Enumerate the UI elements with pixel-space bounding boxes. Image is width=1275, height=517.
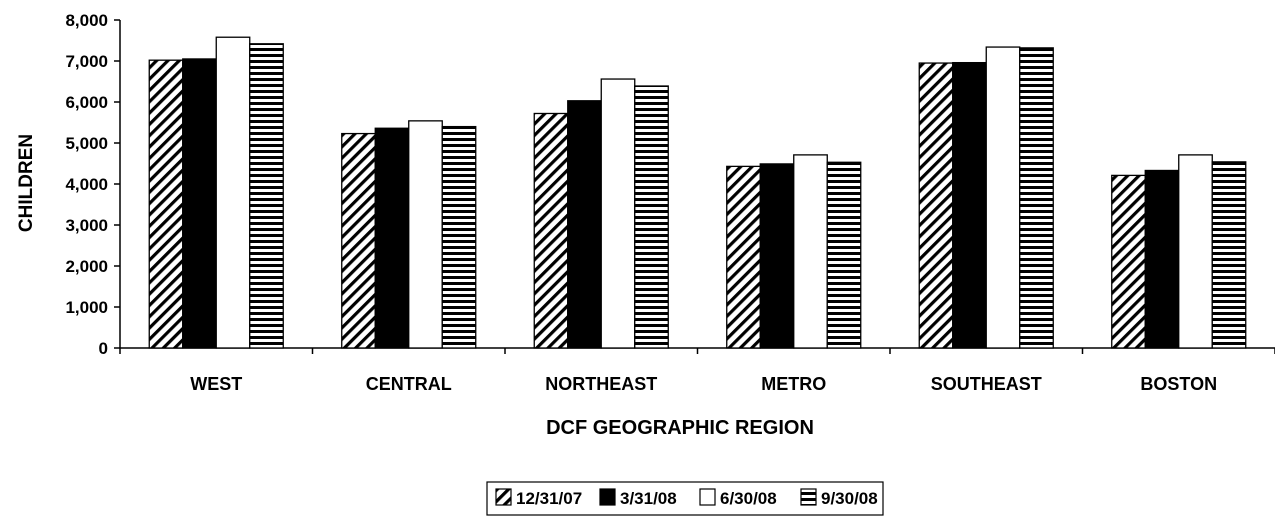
bar bbox=[341, 132, 376, 349]
y-axis-label: CHILDREN bbox=[16, 134, 37, 232]
legend-label: 3/31/08 bbox=[620, 489, 677, 508]
bar bbox=[441, 125, 477, 349]
y-tick-label: 4,000 bbox=[65, 175, 108, 194]
legend-swatch bbox=[495, 488, 512, 506]
bar bbox=[182, 58, 217, 349]
x-tick-label: WEST bbox=[190, 374, 242, 394]
bar bbox=[918, 62, 954, 349]
legend-swatch bbox=[699, 488, 716, 506]
x-axis bbox=[119, 347, 1275, 354]
y-tick-label: 3,000 bbox=[65, 216, 108, 235]
bar bbox=[533, 112, 569, 349]
y-tick-label: 6,000 bbox=[65, 93, 108, 112]
bar bbox=[1111, 174, 1146, 349]
bar bbox=[985, 46, 1021, 349]
x-axis-label: DCF GEOGRAPHIC REGION bbox=[546, 417, 814, 439]
bar bbox=[826, 161, 862, 349]
x-tick-label: SOUTHEAST bbox=[931, 374, 1042, 394]
bar bbox=[952, 61, 987, 349]
x-tick-label: METRO bbox=[761, 374, 826, 394]
bar bbox=[374, 127, 410, 349]
legend-label: 12/31/07 bbox=[516, 489, 582, 508]
bar-series-group bbox=[148, 36, 1247, 349]
bar bbox=[600, 78, 636, 349]
legend-frame bbox=[486, 481, 884, 516]
y-tick-label: 8,000 bbox=[65, 11, 108, 30]
legend-swatch bbox=[800, 488, 817, 506]
y-tick-label: 2,000 bbox=[65, 257, 108, 276]
legend-swatch bbox=[599, 488, 616, 506]
bar bbox=[1211, 161, 1247, 349]
bar bbox=[1019, 47, 1054, 349]
bar bbox=[408, 120, 443, 349]
bar bbox=[793, 154, 828, 349]
x-tick-label: CENTRAL bbox=[366, 374, 452, 394]
bar bbox=[249, 43, 284, 349]
category-labels: WEST CENTRAL NORTHEAST METRO SOUTHEAST BOSTON bbox=[190, 374, 1217, 394]
legend-label: 9/30/08 bbox=[821, 489, 878, 508]
x-tick-label: NORTHEAST bbox=[545, 374, 657, 394]
legend-label: 6/30/08 bbox=[720, 489, 777, 508]
y-tick-label: 1,000 bbox=[65, 298, 108, 317]
bar bbox=[1144, 169, 1180, 349]
y-tick-label: 5,000 bbox=[65, 134, 108, 153]
bar bbox=[567, 100, 602, 349]
bar bbox=[215, 36, 251, 349]
bar bbox=[148, 59, 184, 349]
y-tick-label: 0 bbox=[99, 339, 108, 358]
bar bbox=[634, 85, 669, 349]
bar bbox=[726, 165, 761, 349]
bar bbox=[759, 163, 795, 349]
y-axis: 0 1,000 2,000 3,000 4,000 5,000 6,000 7,000 8,00… bbox=[65, 11, 121, 358]
legend: 12/31/07 3/31/08 6/30/08 9/30/08 bbox=[486, 481, 884, 516]
y-tick-label: 7,000 bbox=[65, 52, 108, 71]
bar bbox=[1178, 154, 1213, 349]
x-tick-label: BOSTON bbox=[1140, 374, 1217, 394]
